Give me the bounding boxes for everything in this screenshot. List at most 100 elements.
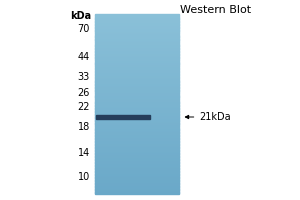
Bar	[94, 162, 178, 164]
Bar	[94, 156, 178, 158]
Bar	[94, 27, 178, 29]
Bar	[94, 137, 178, 138]
Bar	[94, 15, 178, 17]
Bar	[94, 180, 178, 182]
Bar	[94, 90, 178, 92]
Bar	[94, 39, 178, 41]
Bar	[94, 78, 178, 80]
Bar	[94, 21, 178, 23]
Bar	[94, 57, 178, 59]
Bar	[94, 95, 178, 97]
Bar	[94, 117, 178, 119]
Bar	[94, 75, 178, 77]
Bar	[94, 104, 178, 106]
Bar	[94, 50, 178, 51]
Bar	[94, 116, 178, 117]
Bar	[94, 102, 178, 104]
Bar	[94, 17, 178, 19]
Bar	[94, 89, 178, 90]
Bar	[94, 126, 178, 128]
Bar	[94, 81, 178, 83]
Bar	[94, 24, 178, 26]
Bar	[94, 60, 178, 62]
Bar	[94, 96, 178, 98]
Bar	[94, 141, 178, 143]
Bar	[94, 92, 178, 93]
Bar	[94, 33, 178, 35]
Bar	[94, 48, 178, 50]
Bar	[94, 108, 178, 110]
Bar	[94, 186, 178, 188]
Text: 10: 10	[78, 172, 90, 182]
Bar	[94, 86, 178, 88]
Bar	[94, 44, 178, 46]
Bar	[94, 140, 178, 142]
Bar	[94, 138, 178, 140]
Bar	[94, 99, 178, 101]
Bar	[94, 41, 178, 42]
Bar	[94, 42, 178, 44]
Bar	[94, 129, 178, 131]
Bar	[94, 71, 178, 72]
Bar	[94, 168, 178, 170]
Bar	[94, 155, 178, 156]
Bar	[94, 131, 178, 132]
Bar	[94, 164, 178, 166]
Bar	[94, 159, 178, 161]
Bar	[94, 125, 178, 126]
Bar	[94, 29, 178, 30]
Bar	[94, 72, 178, 74]
Bar	[94, 63, 178, 65]
Bar	[94, 69, 178, 71]
Bar	[94, 47, 178, 48]
Bar	[94, 30, 178, 32]
Bar	[94, 59, 178, 60]
Bar	[94, 123, 178, 125]
Bar	[94, 188, 178, 190]
Bar	[94, 134, 178, 136]
Bar	[94, 107, 178, 108]
Bar	[94, 66, 178, 68]
Text: 44: 44	[78, 52, 90, 62]
Bar	[94, 87, 178, 89]
Text: 22: 22	[77, 102, 90, 112]
Text: 14: 14	[78, 148, 90, 158]
Bar	[94, 189, 178, 191]
Bar	[94, 101, 178, 103]
Bar	[94, 62, 178, 64]
Bar	[94, 183, 178, 185]
Text: 21kDa: 21kDa	[200, 112, 231, 122]
Bar	[94, 191, 178, 192]
Bar	[94, 68, 178, 69]
Bar	[94, 56, 178, 58]
Bar	[94, 128, 178, 130]
Bar	[94, 113, 178, 114]
Bar	[94, 98, 178, 99]
Text: kDa: kDa	[70, 11, 92, 21]
Bar	[94, 173, 178, 174]
Bar	[94, 135, 178, 137]
Bar	[94, 36, 178, 38]
Bar	[94, 114, 178, 116]
Bar	[94, 20, 178, 21]
Bar	[94, 53, 178, 54]
Text: 33: 33	[78, 72, 90, 82]
Bar	[94, 38, 178, 40]
Bar	[94, 192, 178, 194]
Bar	[94, 144, 178, 146]
Bar	[94, 26, 178, 27]
Bar	[94, 74, 178, 75]
Bar	[94, 93, 178, 95]
Bar	[94, 111, 178, 113]
Bar	[94, 105, 178, 107]
Bar	[94, 158, 178, 160]
Bar	[94, 150, 178, 152]
Bar	[94, 170, 178, 171]
Bar	[94, 177, 178, 179]
Bar	[94, 176, 178, 178]
Bar	[94, 45, 178, 47]
Bar	[94, 32, 178, 33]
Bar	[94, 84, 178, 86]
Text: 18: 18	[78, 122, 90, 132]
Bar	[94, 179, 178, 180]
